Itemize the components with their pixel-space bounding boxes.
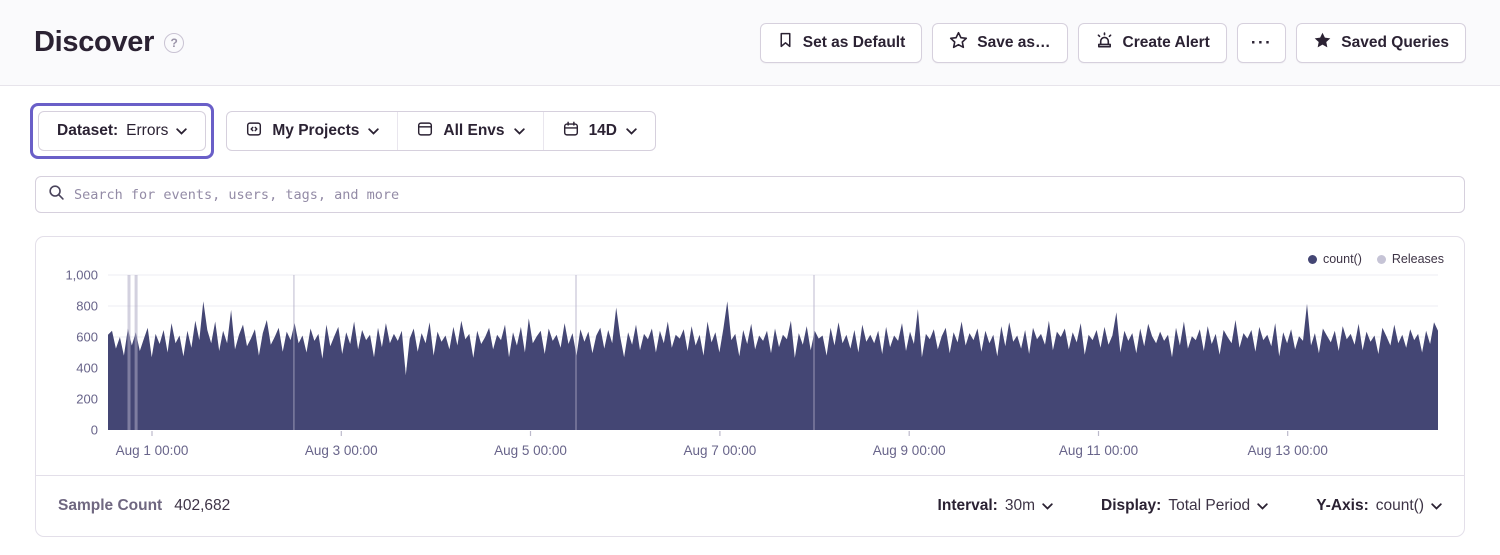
bookmark-icon: [777, 31, 794, 54]
chevron-down-icon: [176, 122, 188, 140]
chart-footer: Sample Count 402,682 Interval: 30m Displ…: [36, 475, 1464, 536]
save-as-button[interactable]: Save as…: [932, 22, 1068, 63]
chevron-down-icon: [1431, 497, 1442, 515]
star-outline-icon: [949, 31, 968, 55]
filter-bar: Dataset: Errors My Projects All Envs: [30, 103, 656, 159]
svg-text:0: 0: [91, 423, 98, 438]
legend-item-count[interactable]: count(): [1307, 252, 1362, 266]
dataset-select[interactable]: Dataset: Errors: [38, 111, 207, 151]
date-range-filter[interactable]: 14D: [542, 112, 655, 150]
star-filled-icon: [1313, 31, 1332, 55]
chevron-down-icon: [368, 122, 380, 140]
svg-text:200: 200: [76, 392, 98, 407]
page-filter-group: My Projects All Envs 14D: [226, 111, 656, 151]
svg-text:Aug 3 00:00: Aug 3 00:00: [305, 443, 378, 458]
more-options-button[interactable]: ···: [1236, 22, 1287, 63]
search-bar: [35, 176, 1465, 213]
svg-text:800: 800: [76, 299, 98, 314]
interval-select[interactable]: Interval: 30m: [938, 497, 1053, 515]
legend-dot-releases: [1376, 254, 1386, 264]
calendar-icon: [562, 120, 580, 143]
page-header: Discover ? Set as Default Save as… Creat…: [0, 0, 1500, 86]
chevron-down-icon: [513, 122, 525, 140]
environment-filter[interactable]: All Envs: [397, 112, 542, 150]
dataset-highlight-ring: Dataset: Errors: [30, 103, 215, 159]
y-axis-select[interactable]: Y-Axis: count(): [1316, 497, 1442, 515]
events-chart-card: 0 200 400 600 800 1,000 Aug 1 00:00 Aug 3 00:00…: [35, 236, 1465, 537]
legend-dot-count: [1307, 254, 1317, 264]
ellipsis-icon: ···: [1250, 32, 1273, 52]
chevron-down-icon: [626, 122, 637, 140]
header-actions: Set as Default Save as… Create Alert ···…: [759, 22, 1466, 63]
search-input[interactable]: [74, 186, 1452, 203]
set-as-default-button[interactable]: Set as Default: [759, 22, 923, 63]
svg-text:600: 600: [76, 330, 98, 345]
chart-legend: count() Releases: [1307, 252, 1444, 266]
create-alert-button[interactable]: Create Alert: [1077, 22, 1227, 63]
svg-text:Aug 1 00:00: Aug 1 00:00: [116, 443, 189, 458]
window-icon: [416, 120, 434, 143]
project-filter[interactable]: My Projects: [227, 112, 397, 150]
svg-text:400: 400: [76, 361, 98, 376]
chart-controls: Interval: 30m Display: Total Period Y-Ax…: [938, 497, 1442, 515]
svg-text:Aug 5 00:00: Aug 5 00:00: [494, 443, 567, 458]
chevron-down-icon: [1257, 497, 1268, 515]
events-area-chart[interactable]: 0 200 400 600 800 1,000 Aug 1 00:00 Aug 3 00:00…: [36, 237, 1464, 469]
sample-count: Sample Count 402,682: [58, 497, 231, 514]
siren-icon: [1095, 31, 1114, 55]
display-select[interactable]: Display: Total Period: [1101, 497, 1268, 515]
page-title: Discover: [34, 26, 155, 58]
sample-count-value: 402,682: [174, 497, 231, 514]
svg-text:Aug 9 00:00: Aug 9 00:00: [873, 443, 946, 458]
svg-text:Aug 13 00:00: Aug 13 00:00: [1248, 443, 1328, 458]
svg-text:1,000: 1,000: [65, 268, 98, 283]
svg-text:Aug 11 00:00: Aug 11 00:00: [1059, 443, 1138, 458]
legend-item-releases[interactable]: Releases: [1376, 252, 1444, 266]
project-icon: [245, 120, 263, 143]
chevron-down-icon: [1042, 497, 1053, 515]
svg-text:Aug 7 00:00: Aug 7 00:00: [683, 443, 756, 458]
search-icon: [48, 184, 65, 206]
saved-queries-button[interactable]: Saved Queries: [1296, 22, 1466, 63]
help-icon[interactable]: ?: [164, 32, 185, 53]
